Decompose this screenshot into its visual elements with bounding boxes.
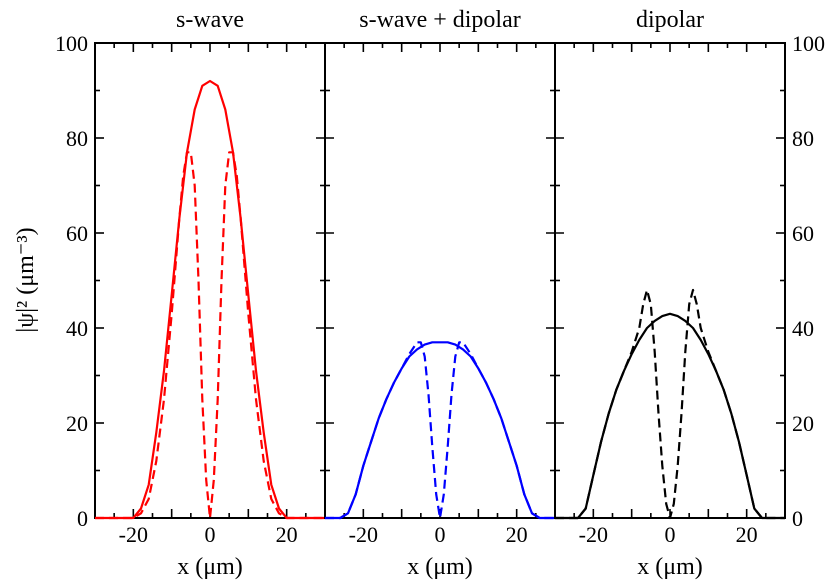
x-tick-label: 20 bbox=[506, 522, 528, 547]
y-tick-label-right: 80 bbox=[792, 126, 814, 151]
y-tick-label-right: 0 bbox=[792, 506, 803, 531]
x-tick-label: -20 bbox=[349, 522, 378, 547]
panel-1: s-wave -20 0 20 x (μm) bbox=[94, 7, 326, 580]
y-tick-label-right: 100 bbox=[792, 31, 825, 56]
x-axis-label: x (μm) bbox=[637, 554, 703, 580]
y-tick-label-right: 20 bbox=[792, 411, 814, 436]
y-axes: 0 0 20 20 40 40 60 60 80 80 100 100 bbox=[55, 31, 825, 531]
x-tick-label: -20 bbox=[119, 522, 148, 547]
panel-3: dipolar -20 0 20 x (μm) bbox=[554, 7, 786, 580]
series-line-dashed bbox=[95, 151, 325, 520]
panel-title: s-wave + dipolar bbox=[359, 7, 520, 33]
series-line-dashed bbox=[325, 341, 555, 520]
series-line-solid bbox=[95, 79, 325, 520]
y-tick-label-left: 20 bbox=[66, 411, 88, 436]
y-tick-label-left: 0 bbox=[77, 506, 88, 531]
x-tick-label: 0 bbox=[435, 522, 446, 547]
y-tick-label-left: 40 bbox=[66, 316, 88, 341]
x-tick-label: 0 bbox=[205, 522, 216, 547]
panel-2: s-wave + dipolar -20 0 20 x (μm) bbox=[324, 7, 556, 580]
y-tick-label-right: 60 bbox=[792, 221, 814, 246]
panel-title: s-wave bbox=[176, 7, 244, 33]
y-tick-label-left: 100 bbox=[55, 31, 88, 56]
x-tick-label: 20 bbox=[276, 522, 298, 547]
y-axis-label: |ψ|² (μm⁻³) bbox=[13, 227, 39, 332]
panel-frame bbox=[324, 42, 556, 519]
panel-frame bbox=[94, 42, 326, 519]
x-axis-label: x (μm) bbox=[177, 554, 243, 580]
series-line-solid bbox=[325, 341, 555, 520]
panel-title: dipolar bbox=[636, 7, 704, 33]
x-axis-label: x (μm) bbox=[407, 554, 473, 580]
panels-container: s-wave -20 0 20 x (μm) s-wave + dipolar -20 0 20… bbox=[94, 7, 786, 580]
x-tick-label: -20 bbox=[579, 522, 608, 547]
y-tick-label-left: 60 bbox=[66, 221, 88, 246]
y-tick-label-right: 40 bbox=[792, 316, 814, 341]
panel-frame bbox=[554, 42, 786, 519]
y-tick-label-left: 80 bbox=[66, 126, 88, 151]
series-line-dashed bbox=[555, 288, 785, 520]
x-tick-label: 0 bbox=[665, 522, 676, 547]
x-tick-label: 20 bbox=[736, 522, 758, 547]
